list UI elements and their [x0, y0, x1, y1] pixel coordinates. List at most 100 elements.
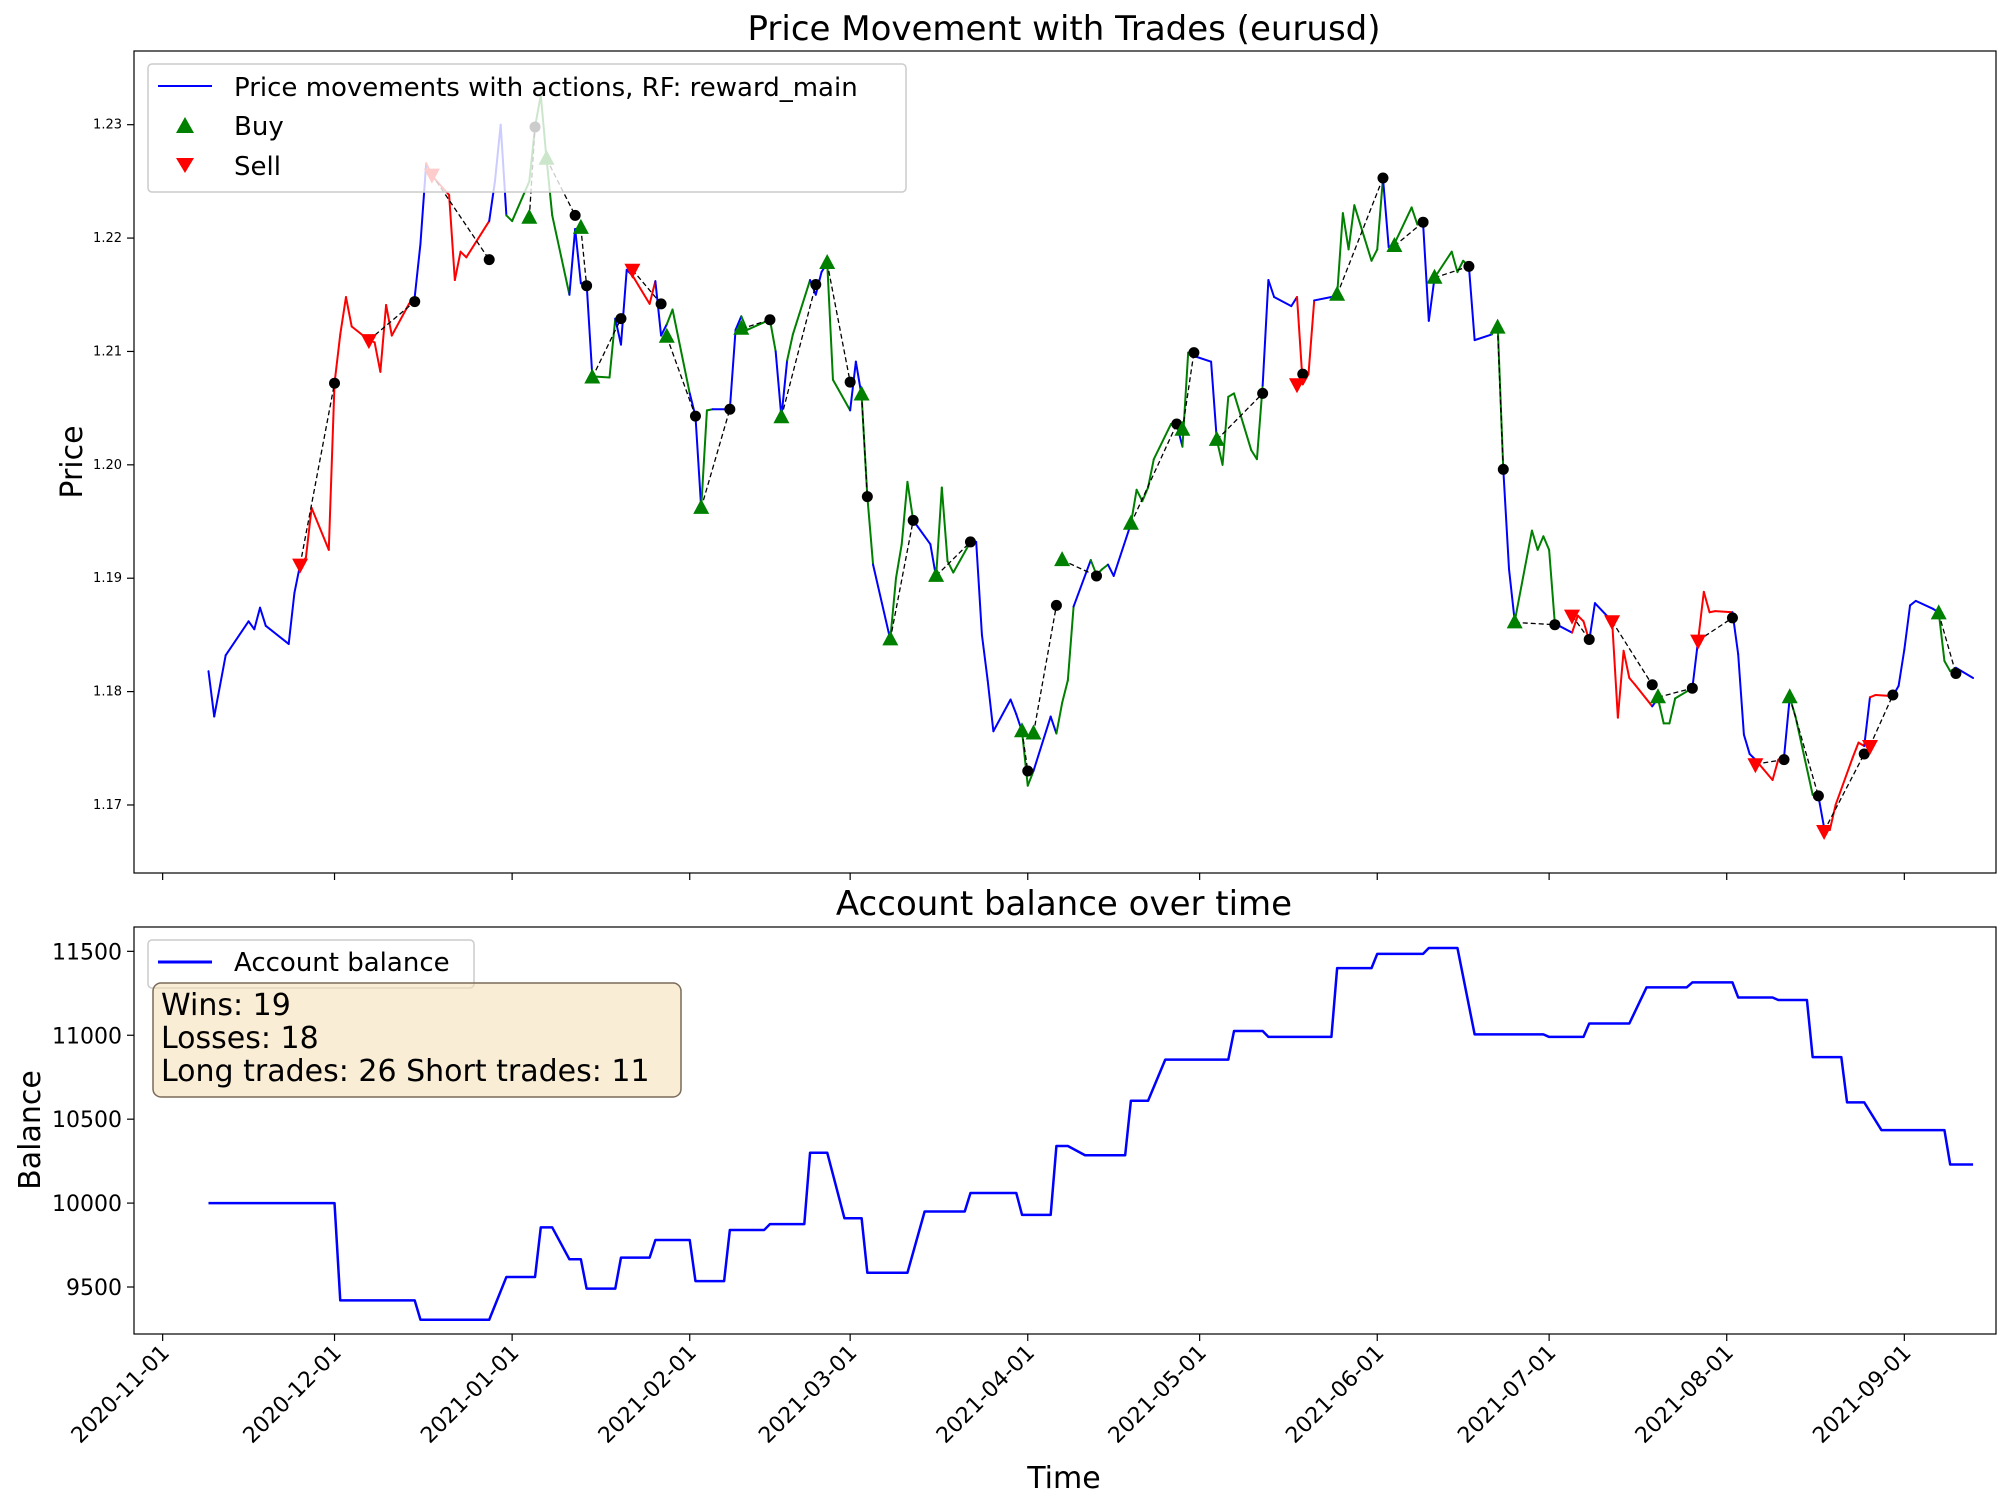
price-segment: [866, 495, 875, 566]
trade-exit-dot: [1950, 667, 1962, 679]
price-segment: [339, 296, 347, 336]
buy-marker: [1506, 613, 1523, 629]
price-segment: [459, 250, 468, 259]
price-chart-title: Price Movement with Trades (eurusd): [747, 9, 1380, 49]
trade-connector: [1021, 731, 1029, 772]
price-segment: [831, 378, 852, 412]
price-segment: [1032, 715, 1052, 772]
price-segment: [1834, 756, 1854, 806]
price-segment: [1943, 659, 1952, 673]
buy-marker: [1426, 268, 1443, 284]
trade-exit-dot: [861, 491, 873, 503]
trade-connector: [368, 301, 416, 341]
price-segment: [1783, 696, 1791, 759]
price-segment: [333, 333, 342, 385]
trade-exit-dot: [810, 279, 822, 291]
price-segment: [1101, 563, 1109, 571]
price-segment: [631, 274, 651, 305]
price-segment: [373, 341, 382, 373]
price-segment: [614, 317, 622, 346]
price-segment: [1616, 649, 1625, 719]
price-segment: [935, 486, 943, 579]
trade-connector: [1823, 753, 1865, 832]
price-segment: [1422, 222, 1430, 322]
trade-exit-dot: [1887, 689, 1899, 701]
sell-marker: [1604, 615, 1621, 631]
price-segment: [1771, 758, 1780, 782]
trade-exit-dot: [581, 280, 593, 292]
price-legend-box: [147, 63, 907, 193]
price-segment: [1307, 299, 1316, 376]
price-y-tick-label: 1.17: [93, 798, 122, 813]
legend-sell-triangle: [176, 158, 194, 173]
price-segment: [1261, 279, 1270, 387]
sell-marker: [1747, 758, 1764, 774]
price-segment: [385, 303, 393, 337]
price-segment: [1433, 250, 1453, 279]
price-segment: [465, 220, 491, 259]
trade-exit-dot: [689, 410, 701, 422]
price-segment: [780, 359, 789, 419]
price-segment: [1427, 276, 1436, 322]
stats-wins: Wins: 19: [161, 988, 291, 1023]
trade-exit-dot: [1726, 612, 1738, 624]
legend-balance-label: Account balance: [234, 948, 450, 978]
price-segment: [1851, 741, 1860, 759]
legend-buy-triangle: [176, 117, 194, 133]
trade-exit-dot: [1686, 682, 1698, 694]
trade-connector: [935, 541, 971, 577]
sell-marker: [292, 558, 309, 574]
price-segment: [1714, 610, 1734, 614]
trade-connector: [1869, 694, 1894, 747]
price-segment: [1897, 648, 1906, 687]
price-segment: [660, 323, 668, 337]
price-segment: [1611, 620, 1619, 719]
price-y-tick-label: 1.20: [93, 458, 122, 473]
trade-exit-dot: [1257, 387, 1269, 399]
balance-legend: Account balance: [147, 939, 475, 989]
price-segment: [1347, 204, 1356, 251]
legend-buy-label: Buy: [234, 112, 284, 142]
price-segment: [1112, 522, 1132, 577]
balance-plot-frame: [133, 926, 1997, 1335]
buy-marker: [584, 368, 601, 384]
price-segment: [1668, 697, 1677, 725]
price-segment: [264, 624, 290, 645]
price-segment: [413, 242, 422, 299]
trade-connector: [1434, 265, 1470, 279]
sell-marker: [1862, 740, 1878, 755]
price-segment: [1233, 392, 1253, 452]
price-segment: [1273, 296, 1293, 308]
trade-connector: [1697, 617, 1733, 642]
price-segment: [259, 606, 267, 627]
trade-exit-dot: [724, 403, 736, 415]
trade-connector: [1032, 605, 1058, 734]
price-segment: [568, 228, 577, 296]
price-segment: [1106, 563, 1115, 577]
buy-marker: [773, 408, 790, 424]
buy-marker: [1781, 688, 1798, 704]
price-segment: [1576, 614, 1585, 623]
trade-exit-dot: [1583, 633, 1595, 645]
buy-marker: [819, 254, 836, 269]
price-segment: [1530, 529, 1539, 551]
trade-connector: [1394, 221, 1424, 247]
stats-trade-counts: Long trades: 26 Short trades: 11: [161, 1054, 650, 1089]
price-segment: [1152, 423, 1172, 461]
price-y-label: Price: [55, 425, 90, 498]
price-segment: [826, 262, 834, 381]
price-segment: [1370, 248, 1379, 262]
legend-sell-label: Sell: [234, 152, 281, 182]
price-x-ticks: [162, 873, 1905, 880]
trade-connector: [1611, 620, 1653, 686]
price-segment: [1009, 698, 1018, 716]
price-segment: [1250, 449, 1258, 461]
trade-exit-dot: [569, 209, 581, 221]
buy-marker: [572, 218, 589, 234]
price-segment: [1353, 204, 1373, 262]
price-segment: [207, 670, 216, 718]
price-plot-frame: [133, 50, 1997, 874]
trade-exit-dot: [483, 254, 495, 266]
price-segment: [1691, 639, 1700, 690]
